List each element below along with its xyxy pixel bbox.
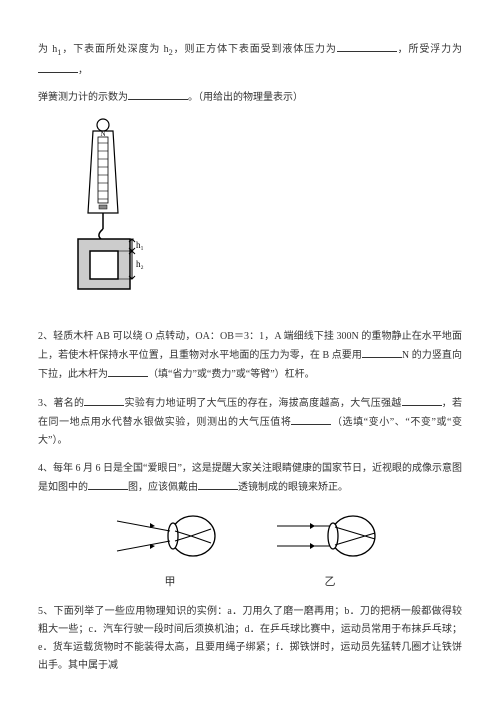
q5-text: 5、下面列举了一些应用物理知识的实例：a．刀用久了磨一磨再用；b．刀的把柄一般都… xyxy=(38,606,462,671)
eye-jia-svg xyxy=(115,509,225,564)
q4-tail: 透镜制成的眼镜来矫正。 xyxy=(238,482,348,493)
q3-paragraph: 3、著名的实验有力地证明了大气压的存在，海拔高度越高，大气压强越，若在同一地点用… xyxy=(38,394,462,450)
blank-pressure xyxy=(337,40,397,52)
q5-paragraph: 5、下面列举了一些应用物理知识的实例：a．刀用久了磨一磨再用；b．刀的把柄一般都… xyxy=(38,603,462,675)
spring-svg: N h₁ h₂ xyxy=(66,117,166,307)
q4-mid: 图，应该佩戴由 xyxy=(128,482,198,493)
eye-jia-block: 甲 xyxy=(115,509,225,593)
blank-reading xyxy=(128,88,188,100)
blank-force xyxy=(362,346,402,358)
eye-jia-label: 甲 xyxy=(115,573,225,593)
q1-text-d: ，所受浮力为 xyxy=(397,44,462,55)
blank-lens xyxy=(198,478,238,490)
lens-jia xyxy=(168,523,178,549)
q2-paragraph: 2、轻质木杆 AB 可以绕 O 点转动，OA：OB＝3：1，A 端细线下挂 30… xyxy=(38,328,462,384)
q1-line2-b: 。（用给出的物理量表示） xyxy=(188,92,303,103)
q1-text-c: ，则正方体下表面受到液体压力为 xyxy=(173,44,337,55)
q3-prefix: 3、著名的 xyxy=(38,398,84,409)
scale-n-label: N xyxy=(100,130,105,138)
q1-text-b: ，下表面所处深度为 h xyxy=(61,44,168,55)
q2-tail: （填“省力”或“费力”或“等臂”）杠杆。 xyxy=(148,369,315,380)
hook-icon xyxy=(99,229,103,239)
blank-pressure-trend xyxy=(402,394,442,406)
blank-lever-type xyxy=(108,365,148,377)
blank-experiment xyxy=(84,394,124,406)
eye-yi-svg xyxy=(275,509,385,564)
blank-figure xyxy=(88,478,128,490)
blank-buoyancy xyxy=(38,61,78,73)
q1-line2: 弹簧测力计的示数为 。（用给出的物理量表示） xyxy=(38,88,462,107)
h1-label: h₁ xyxy=(136,240,144,250)
eye-yi-block: 乙 xyxy=(275,509,385,593)
blank-water-result xyxy=(291,413,331,425)
h2-label: h₂ xyxy=(136,259,144,269)
eye-figures: 甲 乙 xyxy=(38,509,462,593)
q1-line2-a: 弹簧测力计的示数为 xyxy=(38,92,128,103)
q1-text-a: 为 h xyxy=(38,44,57,55)
q1-line1: 为 h1，下表面所处深度为 h2，则正方体下表面受到液体压力为，所受浮力为， xyxy=(38,40,462,80)
q3-mid1: 实验有力地证明了大气压的存在，海拔高度越高，大气压强越 xyxy=(124,398,401,409)
eye-yi-label: 乙 xyxy=(275,573,385,593)
spring-figure: N h₁ h₂ xyxy=(66,117,462,314)
q4-paragraph: 4、每年 6 月 6 日是全国“爱眼日”，这是提醒大家关注眼睛健康的国家节日，近… xyxy=(38,460,462,497)
q1-text-e: ， xyxy=(78,65,88,76)
lens-yi xyxy=(328,523,338,549)
scale-window xyxy=(98,137,108,203)
pointer xyxy=(99,205,107,209)
cube xyxy=(90,251,118,279)
